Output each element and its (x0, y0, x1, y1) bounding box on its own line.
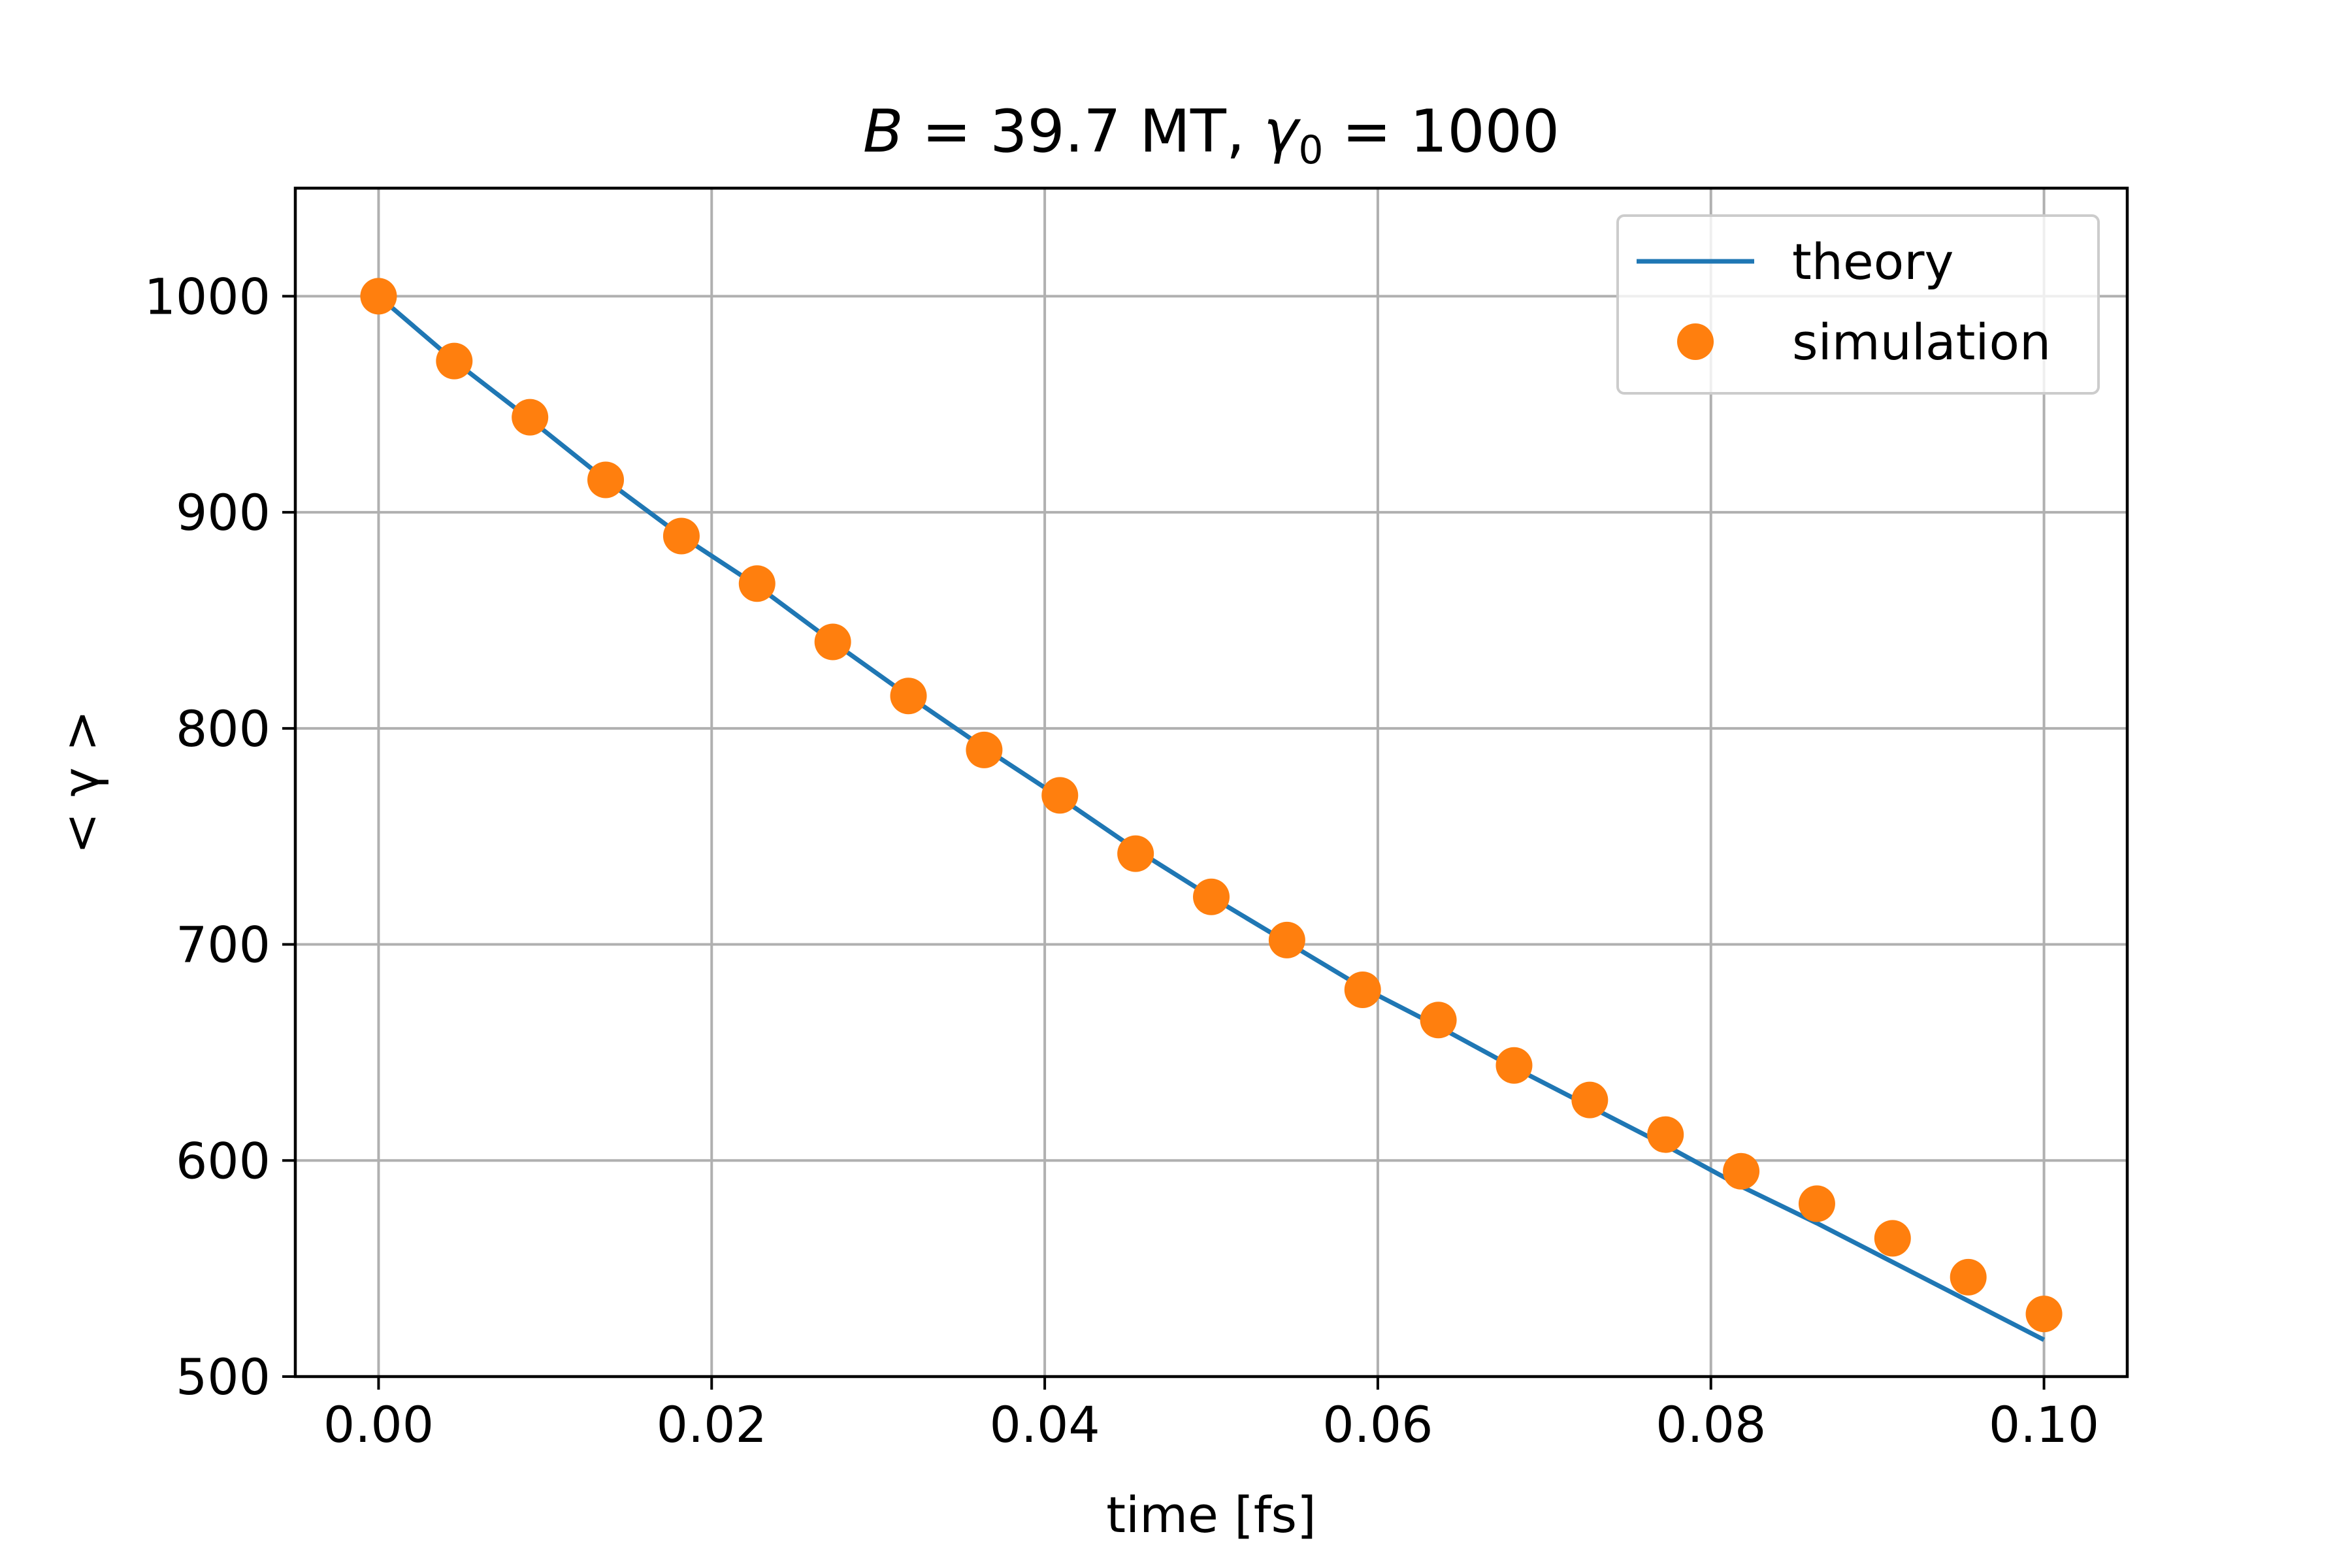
simulation-point (1571, 1081, 1609, 1119)
simulation-point (436, 342, 473, 380)
simulation-point (814, 623, 851, 661)
legend-theory-label: theory (1792, 233, 1953, 291)
simulation-point (890, 678, 927, 715)
legend-simulation-swatch (1677, 323, 1714, 360)
simulation-point (662, 517, 700, 555)
y-tick-label: 1000 (144, 267, 270, 325)
x-tick-label: 0.04 (989, 1396, 1100, 1454)
simulation-point (1420, 1002, 1457, 1039)
y-tick-label: 900 (176, 483, 270, 542)
grid (295, 188, 2127, 1378)
y-tick-label: 800 (176, 700, 270, 758)
x-tick-label: 0.06 (1322, 1396, 1433, 1454)
x-tick-label: 0.08 (1656, 1396, 1766, 1454)
y-axis-label: < γ > (52, 710, 110, 855)
y-tick-label: 500 (176, 1348, 270, 1406)
simulation-point (1344, 971, 1381, 1008)
legend: theory simulation (1616, 214, 2100, 395)
simulation-point (1117, 835, 1154, 872)
x-tick-label: 0.10 (1989, 1396, 2099, 1454)
x-tick-label: 0.00 (323, 1396, 434, 1454)
simulation-point (1495, 1047, 1533, 1084)
axes-frame (293, 186, 2129, 1379)
y-tick-label: 600 (176, 1132, 270, 1190)
simulation-point (1798, 1185, 1835, 1222)
ticks: 0.00 0.02 0.04 0.06 0.08 0.10 500 600 700 800 900 1… (144, 267, 2100, 1454)
simulation-point (1041, 777, 1079, 814)
y-tick-label: 700 (176, 916, 270, 974)
x-axis-label: time [fs] (1106, 1486, 1316, 1544)
simulation-point (360, 278, 397, 315)
simulation-point (1268, 921, 1305, 958)
plot-area (360, 278, 2063, 1342)
x-tick-label: 0.02 (657, 1396, 767, 1454)
simulation-point (738, 565, 776, 602)
chart-title: B = 39.7 MT, γ0 = 1000 (863, 97, 1560, 173)
simulation-point (1647, 1116, 1684, 1153)
simulation-point (2025, 1296, 2063, 1333)
simulation-point (1874, 1220, 1911, 1257)
simulation-point (587, 461, 625, 498)
simulation-point (1193, 878, 1230, 915)
simulation-point (1723, 1152, 1760, 1190)
simulation-point (512, 399, 549, 436)
simulation-point (966, 731, 1003, 768)
simulation-point (1950, 1258, 1987, 1296)
legend-simulation-label: simulation (1792, 313, 2051, 371)
